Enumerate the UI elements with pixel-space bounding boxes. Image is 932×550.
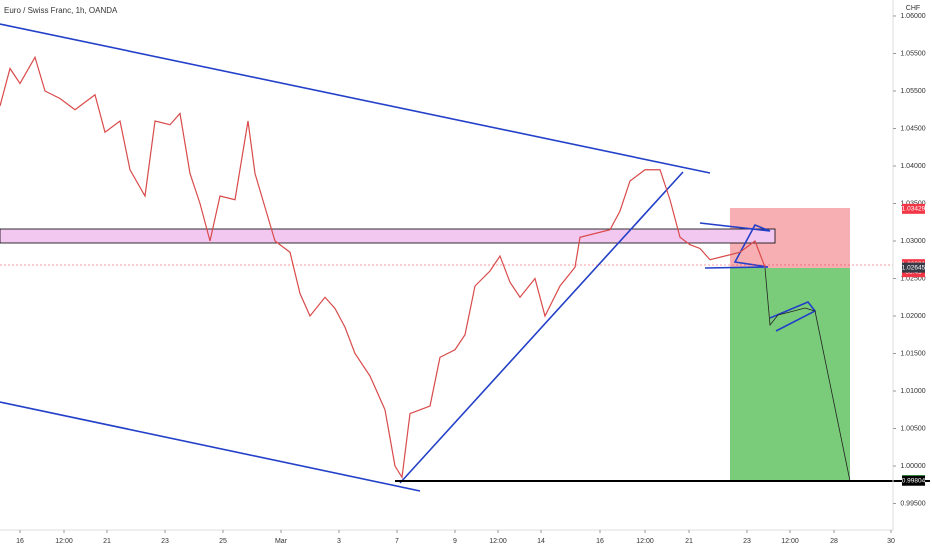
y-tick-label: 1.05500 bbox=[900, 50, 925, 57]
x-tick-label: 16 bbox=[16, 538, 24, 545]
price-label-box bbox=[902, 262, 925, 273]
x-tick-label: 12:00 bbox=[781, 538, 799, 545]
x-tick-label: 7 bbox=[395, 538, 399, 545]
currency-label: CHF bbox=[906, 5, 920, 12]
target-zone bbox=[730, 268, 850, 481]
resistance-zone bbox=[0, 228, 776, 244]
x-tick-label: 30 bbox=[887, 538, 895, 545]
y-tick-label: 1.01500 bbox=[900, 350, 925, 357]
price-label-box bbox=[902, 203, 925, 214]
price-label: 1.03429 bbox=[902, 206, 926, 213]
x-tick-label: 23 bbox=[743, 538, 751, 545]
y-tick-label: 1.03000 bbox=[900, 238, 925, 245]
y-tick-label: 1.05500 bbox=[900, 88, 925, 95]
price-line bbox=[0, 55, 766, 480]
flag-pattern bbox=[769, 301, 817, 332]
x-tick-label: 16 bbox=[596, 538, 604, 545]
projection-path bbox=[764, 267, 851, 482]
x-tick-label: 9 bbox=[453, 538, 457, 545]
x-tick-label: 25 bbox=[219, 538, 227, 545]
price-label: 1.02645 bbox=[902, 264, 926, 271]
x-tick-label: 21 bbox=[103, 538, 111, 545]
x-tick-label: 21 bbox=[685, 538, 693, 545]
trend-line bbox=[0, 23, 711, 174]
y-tick-label: 0.99500 bbox=[900, 500, 925, 507]
y-tick-label: 1.01000 bbox=[900, 388, 925, 395]
x-tick-label: 14 bbox=[537, 538, 545, 545]
y-tick-label: 1.00000 bbox=[900, 463, 925, 470]
x-tick-label: 3 bbox=[337, 538, 341, 545]
y-tick-label: 1.00500 bbox=[900, 425, 925, 432]
y-tick-label: 1.06000 bbox=[900, 13, 925, 20]
chart-title: Euro / Swiss Franc, 1h, OANDA bbox=[4, 6, 118, 15]
y-tick-label: 1.02000 bbox=[900, 313, 925, 320]
x-tick-label: 23 bbox=[161, 538, 169, 545]
trend-line bbox=[399, 171, 684, 484]
y-tick-label: 1.02500 bbox=[900, 275, 925, 282]
x-tick-label: 28 bbox=[830, 538, 838, 545]
x-tick-label: 12:00 bbox=[636, 538, 654, 545]
price-label-box bbox=[902, 475, 925, 486]
x-tick-label: 12:00 bbox=[55, 538, 73, 545]
triangle-pattern bbox=[699, 222, 771, 269]
x-tick-label: 12:00 bbox=[489, 538, 507, 545]
y-tick-label: 1.04500 bbox=[900, 125, 925, 132]
x-tick-label: Mar bbox=[275, 538, 288, 545]
price-label: 0.99804 bbox=[902, 477, 926, 484]
y-tick-label: 1.04000 bbox=[900, 163, 925, 170]
trend-line bbox=[0, 401, 421, 492]
